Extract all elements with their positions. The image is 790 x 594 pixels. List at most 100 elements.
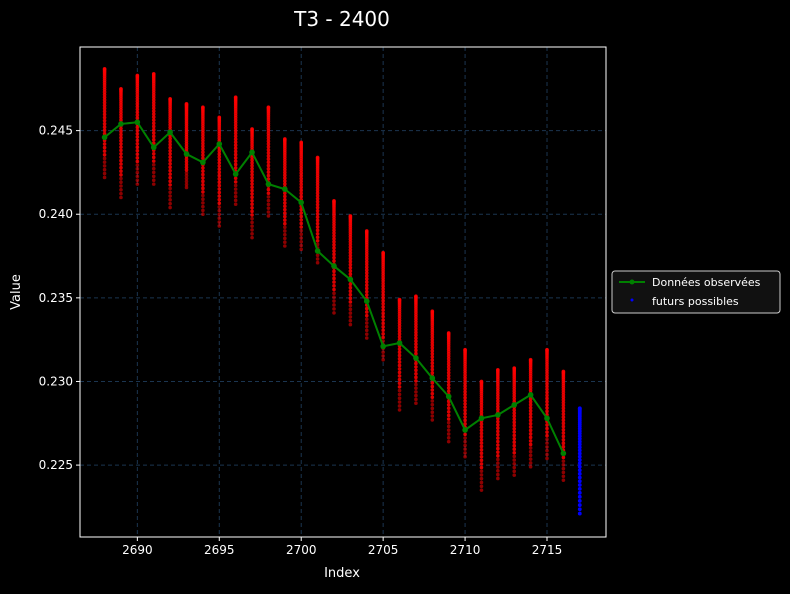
- possible-point: [496, 457, 500, 462]
- possible-point: [135, 110, 140, 115]
- possible-point: [528, 435, 533, 440]
- possible-point: [479, 408, 484, 412]
- possible-point: [348, 250, 353, 255]
- possible-point: [266, 131, 271, 135]
- possible-point: [430, 414, 435, 418]
- possible-point: [201, 133, 205, 138]
- possible-point: [119, 129, 123, 134]
- possible-point: [299, 243, 304, 248]
- possible-point: [184, 176, 189, 181]
- possible-point: [364, 286, 369, 291]
- possible-point: [528, 418, 533, 423]
- possible-point: [233, 120, 238, 125]
- possible-point: [348, 242, 353, 247]
- possible-point: [496, 401, 500, 406]
- possible-point: [283, 179, 287, 183]
- possible-point: [414, 325, 418, 329]
- possible-point: [479, 410, 484, 415]
- possible-point: [201, 141, 205, 146]
- legend-marker-futures: [630, 298, 634, 302]
- possible-point: [102, 125, 107, 129]
- possible-point: [463, 443, 467, 448]
- observed-point: [347, 276, 354, 283]
- observed-point: [167, 129, 173, 136]
- possible-point: [332, 303, 336, 307]
- possible-point: [528, 386, 533, 390]
- possible-point: [250, 192, 254, 196]
- possible-point: [397, 324, 402, 328]
- possible-point: [446, 386, 451, 390]
- possible-point: [283, 207, 287, 212]
- possible-point: [201, 147, 205, 152]
- possible-point: [430, 355, 435, 359]
- possible-point: [479, 425, 484, 429]
- future-point: [577, 461, 582, 466]
- possible-point: [528, 412, 533, 416]
- possible-point: [397, 388, 402, 393]
- possible-point: [233, 159, 238, 163]
- possible-point: [430, 391, 435, 396]
- possible-point: [545, 402, 549, 407]
- possible-point: [545, 376, 549, 381]
- possible-point: [283, 236, 287, 241]
- possible-point: [512, 451, 517, 455]
- possible-point: [397, 408, 402, 412]
- future-point: [577, 448, 582, 453]
- possible-point: [397, 367, 402, 371]
- possible-point: [545, 426, 549, 431]
- possible-point: [479, 473, 484, 477]
- future-point: [577, 490, 582, 495]
- observed-point: [413, 355, 419, 361]
- possible-point: [496, 393, 500, 398]
- possible-point: [250, 202, 254, 207]
- possible-point: [430, 346, 435, 350]
- possible-point: [512, 394, 517, 398]
- possible-point: [348, 292, 353, 297]
- possible-point: [184, 185, 189, 190]
- possible-point: [151, 134, 156, 139]
- possible-point: [545, 381, 549, 386]
- possible-point: [364, 313, 369, 318]
- possible-point: [463, 389, 467, 394]
- possible-point: [561, 437, 566, 442]
- possible-point: [348, 311, 353, 315]
- possible-point: [332, 276, 336, 281]
- possible-point: [463, 398, 467, 403]
- possible-point: [283, 160, 287, 164]
- possible-point: [332, 283, 336, 288]
- possible-point: [545, 433, 549, 438]
- possible-point: [135, 125, 140, 130]
- plot-frame: [79, 46, 607, 538]
- possible-point: [299, 239, 304, 244]
- possible-point: [512, 414, 517, 418]
- future-point: [577, 434, 582, 439]
- possible-point: [414, 345, 418, 350]
- possible-point: [135, 135, 140, 139]
- future-point: [577, 483, 582, 487]
- possible-point: [299, 211, 304, 215]
- possible-point: [364, 254, 369, 259]
- observed-point: [462, 427, 468, 433]
- possible-point: [201, 172, 205, 177]
- possible-point: [348, 272, 353, 277]
- possible-point: [332, 299, 336, 303]
- possible-point: [561, 431, 566, 435]
- possible-point: [168, 136, 172, 141]
- possible-point: [266, 148, 271, 152]
- possible-point: [151, 137, 156, 142]
- possible-point: [414, 379, 418, 383]
- possible-point: [463, 436, 467, 440]
- possible-point: [512, 454, 517, 459]
- possible-point: [217, 194, 222, 198]
- possible-point: [414, 317, 418, 321]
- possible-point: [381, 311, 385, 316]
- possible-point: [102, 92, 107, 97]
- possible-point: [119, 132, 123, 137]
- possible-point: [430, 358, 435, 362]
- possible-point: [545, 368, 549, 373]
- possible-point: [528, 380, 533, 385]
- possible-point: [545, 437, 549, 442]
- possible-point: [102, 156, 107, 161]
- possible-point: [364, 293, 369, 297]
- possible-point: [102, 152, 107, 157]
